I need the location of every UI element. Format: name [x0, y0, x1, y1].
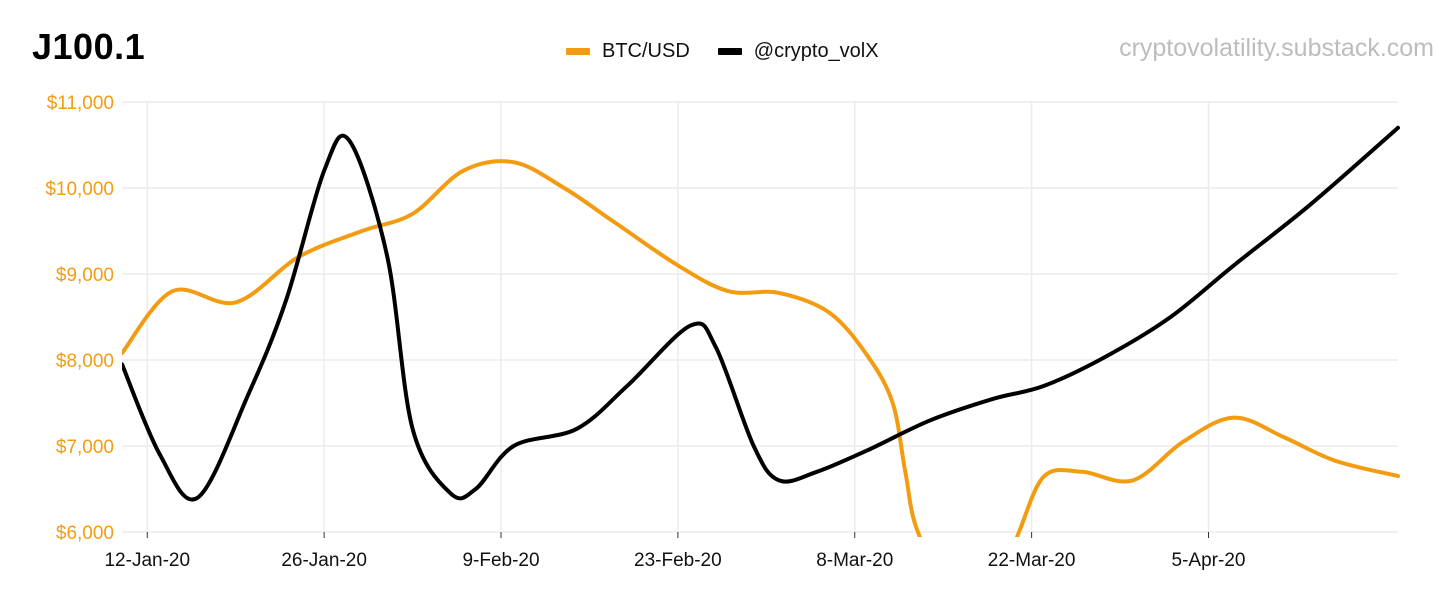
- y-tick-label: $10,000: [45, 179, 114, 200]
- x-tick-label: 12-Jan-20: [104, 550, 190, 571]
- crypto-volx-line: [122, 125, 1400, 502]
- legend-item-btc: BTC/USD: [566, 40, 690, 63]
- x-tick-label: 26-Jan-20: [281, 550, 367, 571]
- y-axis: $6,000 $7,000 $8,000 $9,000 $10,000 $11,000: [45, 93, 114, 544]
- watermark: cryptovolatility.substack.com: [1119, 34, 1434, 62]
- legend-item-vol: @crypto_volX: [717, 40, 879, 63]
- y-tick-label: $9,000: [56, 265, 114, 286]
- y-tick-label: $6,000: [56, 523, 114, 544]
- btc-usd-line: [122, 159, 1400, 537]
- legend-label-vol: @crypto_volX: [753, 40, 879, 62]
- x-tick-label: 9-Feb-20: [462, 550, 539, 571]
- x-axis: 12-Jan-20 26-Jan-20 9-Feb-20 23-Feb-20 8-Mar…: [104, 532, 1245, 571]
- y-tick-label: $7,000: [56, 437, 114, 458]
- series-lines: [122, 125, 1400, 537]
- x-tick-label: 8-Mar-20: [816, 550, 893, 571]
- x-tick-label: 22-Mar-20: [988, 550, 1076, 571]
- legend-label-btc: BTC/USD: [602, 40, 690, 62]
- legend-swatch-vol: [717, 48, 742, 55]
- y-tick-label: $8,000: [56, 351, 114, 372]
- legend-swatch-btc: [566, 48, 590, 55]
- x-tick-label: 23-Feb-20: [634, 550, 722, 571]
- grid: [122, 101, 1398, 533]
- y-tick-label: $11,000: [47, 93, 114, 114]
- chart-title: J100.1: [32, 26, 146, 67]
- legend: BTC/USD @crypto_volX: [566, 40, 879, 63]
- x-tick-label: 5-Apr-20: [1172, 550, 1246, 571]
